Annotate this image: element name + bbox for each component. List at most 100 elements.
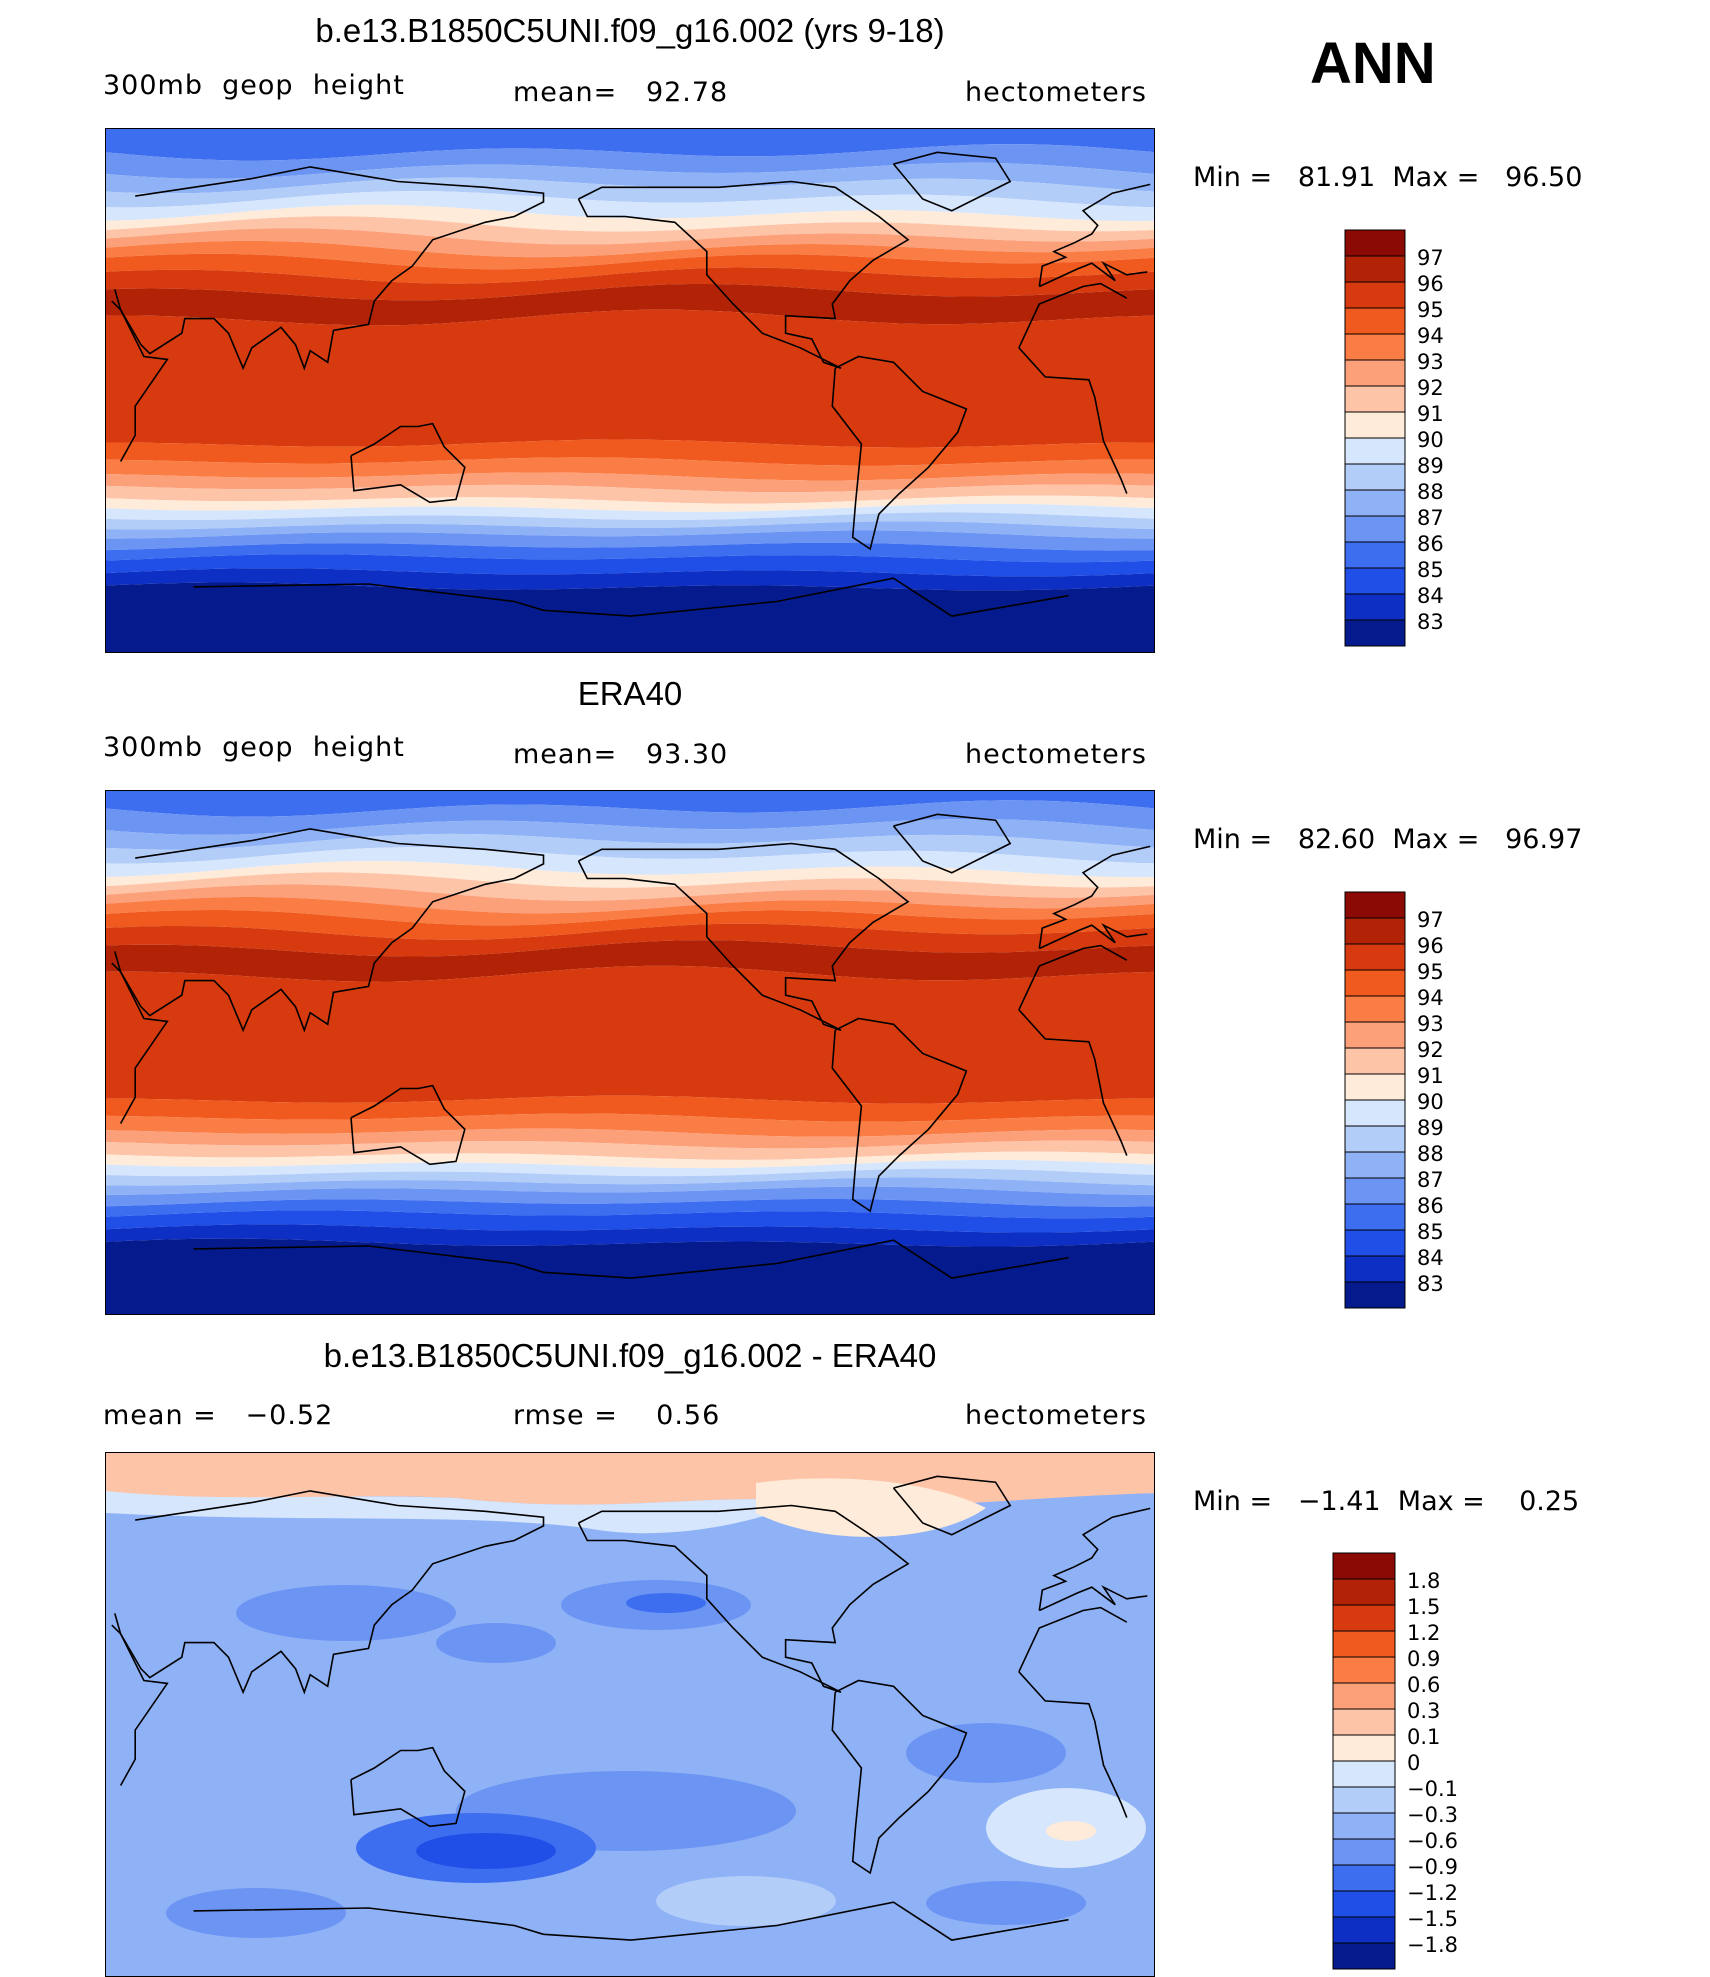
colorbar-swatch [1344,917,1406,945]
coastline [892,813,1012,874]
colorbar-swatch [1332,1838,1396,1866]
contour-band [106,847,1154,878]
colorbar-swatch [1344,1021,1406,1049]
contour-band [106,791,1154,817]
colorbar-swatch [1344,969,1406,997]
colorbar-swatch [1344,995,1406,1023]
variable-label: 300mb geop height [103,70,405,101]
contour-band [236,1585,456,1641]
contour-band [106,204,1154,232]
colorbar-swatch [1332,1890,1396,1918]
contour-band [106,1210,1154,1233]
colorbar-label: 0.1 [1407,1725,1440,1749]
colorbar-label: 96 [1417,272,1444,296]
colorbar-swatch [1332,1682,1396,1710]
contour-band [106,472,1154,493]
map-difference [105,1452,1155,1977]
colorbar-label: 84 [1417,1246,1444,1270]
colorbar-label: 90 [1417,428,1444,452]
colorbar-label: 97 [1417,246,1444,270]
contour-band [106,283,1154,326]
colorbar-label: 0.3 [1407,1699,1440,1723]
contour-band [106,216,1154,245]
mean-label: mean= 93.30 [513,739,729,770]
contour-band [106,503,1154,521]
contour-map [106,129,1154,652]
coastline [350,422,466,504]
minmax-label: Min = −1.41 Max = 0.25 [1193,1486,1580,1517]
colorbar-label: 89 [1417,454,1444,478]
colorbar-swatch [1344,619,1406,647]
minmax-label: Min = 81.91 Max = 96.50 [1193,162,1583,193]
contour-band [106,530,1154,551]
contour-band [926,1881,1086,1925]
colorbar-label: −1.8 [1407,1933,1458,1957]
contour-band [106,542,1154,563]
mean-label: mean = −0.52 [103,1400,334,1431]
colorbar-swatch [1344,1229,1406,1257]
coastline [577,842,910,1031]
colorbar: 97 96 95 94 93 92 91 90 89 88 87 86 85 84 83 [1344,229,1465,650]
colorbar-swatch [1344,1073,1406,1101]
contour-band [106,1186,1154,1207]
colorbar-label: 0.9 [1407,1647,1440,1671]
colorbar-swatch [1344,1125,1406,1153]
colorbar-label: 91 [1417,402,1444,426]
panel-title: ERA40 [577,675,683,712]
contour-band [106,582,1154,652]
coastline [892,151,1012,212]
colorbar-label: 92 [1417,376,1444,400]
colorbar-swatch [1332,1916,1396,1944]
contour-band [106,162,1154,194]
colorbar-swatch [1332,1786,1396,1814]
contour-band [106,267,1154,301]
colorbar-label: 0 [1407,1751,1420,1775]
colorbar-swatch [1344,1255,1406,1283]
colorbar-swatch [1332,1864,1396,1892]
colorbar-label: 90 [1417,1090,1444,1114]
colorbar-swatch [1344,1099,1406,1127]
colorbar-swatch [1344,411,1406,439]
contour-band [106,861,1154,888]
contour-band [656,1876,836,1926]
contour-band [106,1151,1154,1169]
colorbar-swatch [1332,1656,1396,1684]
contour-band [106,909,1154,940]
contour-band [106,1198,1154,1219]
colorbar-label: −0.9 [1407,1855,1458,1879]
contour-band [106,818,1154,850]
coastline [577,180,910,369]
contour-band [436,1623,556,1663]
colorbar-swatch [1344,891,1406,919]
coastline [831,1017,968,1213]
coastline [114,166,1151,371]
colorbar-swatch [1344,333,1406,361]
colorbar-label: 94 [1417,986,1444,1010]
colorbar-swatch [1344,1203,1406,1231]
colorbar-swatch [1344,255,1406,283]
contour-band [106,800,1154,835]
contour-band [106,253,1154,284]
colorbar-label: 1.5 [1407,1595,1440,1619]
contour-band [106,1780,1154,1976]
map-era40 [105,790,1155,1315]
map-model [105,128,1155,653]
contour-band [106,1937,1154,1976]
colorbar-swatch [1332,1552,1396,1580]
contour-band [1046,1821,1096,1841]
variable-label: 300mb geop height [103,732,405,763]
colorbar-label: −0.6 [1407,1829,1458,1853]
colorbar-swatch [1344,281,1406,309]
colorbar-label: 83 [1417,1272,1444,1296]
colorbar-label: 85 [1417,558,1444,582]
contour-band [106,1128,1154,1149]
contour-band [106,1113,1154,1137]
contour-map [106,791,1154,1314]
panel-title: b.e13.B1850C5UNI.f09_g16.002 - ERA40 [323,1337,937,1374]
colorbar-swatch [1332,1812,1396,1840]
contour-band [106,495,1154,512]
contour-band [106,923,1154,957]
colorbar-label: −0.3 [1407,1803,1458,1827]
coastline [193,1239,1069,1279]
colorbar-label: 97 [1417,908,1444,932]
